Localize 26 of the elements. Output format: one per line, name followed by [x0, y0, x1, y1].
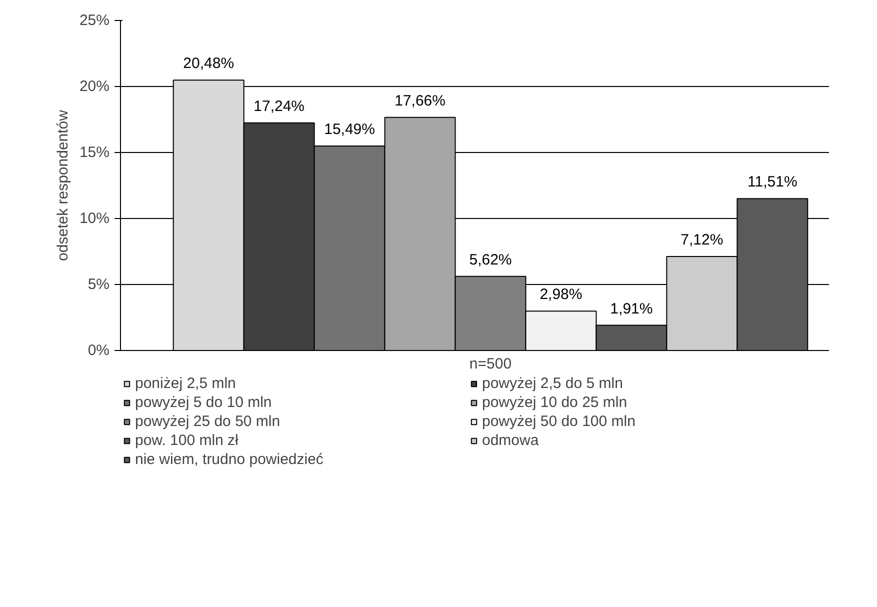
- y-tick-label: 10%: [79, 210, 110, 227]
- y-tick-label: 5%: [88, 276, 110, 293]
- legend-label: powyżej 2,5 do 5 mln: [482, 375, 624, 392]
- y-tick-label: 20%: [79, 78, 110, 95]
- data-label: 7,12%: [680, 232, 724, 249]
- data-label: 1,91%: [610, 300, 653, 318]
- x-axis-title: n=500: [469, 356, 512, 372]
- data-label: 15,49%: [324, 121, 375, 138]
- legend-label: pow. 100 mln zł: [135, 432, 240, 449]
- legend-label: powyżej 10 do 25 mln: [482, 394, 628, 411]
- data-label: 17,24%: [254, 98, 305, 116]
- data-label: 5,62%: [469, 251, 512, 268]
- data-label: 20,48%: [183, 55, 234, 72]
- legend-label: odmowa: [482, 432, 540, 449]
- data-label: 17,66%: [394, 92, 446, 110]
- legend-label: powyżej 5 do 10 mln: [135, 394, 273, 411]
- y-axis-title: odsetek respondentów: [54, 110, 72, 261]
- y-tick-label: 15%: [79, 144, 110, 161]
- y-tick-label: 0%: [88, 342, 110, 359]
- legend-label: powyżej 50 do 100 mln: [482, 413, 636, 430]
- legend-label: powyżej 25 do 50 mln: [135, 413, 282, 430]
- data-label: 2,98%: [540, 286, 582, 304]
- legend-label: nie wiem, trudno powiedzieć: [135, 451, 324, 468]
- legend-label: poniżej 2,5 mln: [135, 375, 237, 392]
- y-tick-label: 25%: [79, 12, 110, 29]
- data-label: 11,51%: [748, 174, 798, 191]
